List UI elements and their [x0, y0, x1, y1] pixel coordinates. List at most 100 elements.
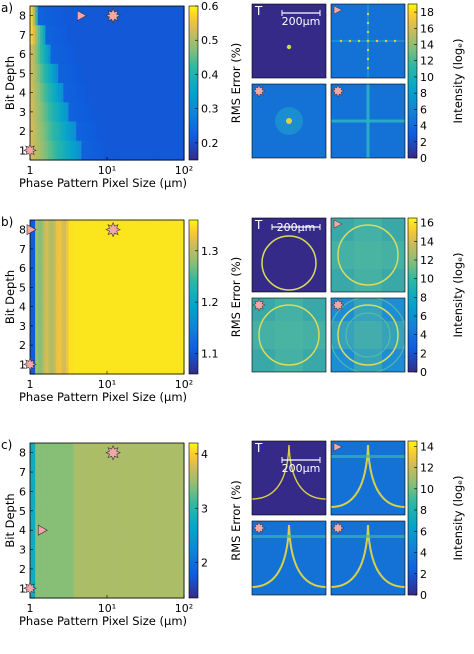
thumbnail-frame	[330, 297, 406, 373]
curve	[331, 524, 405, 588]
heatmap-cell	[71, 277, 75, 298]
heatmap-cell	[65, 559, 70, 580]
heatmap-cell	[145, 6, 149, 26]
y-tick-label: 2	[19, 563, 26, 576]
heatmap-cell	[171, 83, 175, 103]
heatmap-cell	[32, 102, 36, 123]
heatmap-cell	[99, 481, 103, 502]
heatmap-cell	[96, 102, 100, 123]
heatmap-cell	[176, 501, 180, 522]
heatmap-cell	[160, 354, 165, 375]
heatmap-cell	[145, 501, 149, 522]
heatmap-cell	[109, 44, 113, 65]
heatmap-cell	[173, 220, 177, 240]
heatmap-cell	[94, 520, 98, 541]
heatmap-cell	[50, 277, 54, 298]
heatmap-cell	[178, 481, 183, 502]
heatmap-cell	[176, 354, 180, 375]
thumbnail-image	[252, 84, 326, 158]
heatmap-cell	[30, 481, 34, 502]
heatmap-cell	[142, 520, 147, 541]
heatmap-cell	[109, 462, 113, 483]
heatmap-cell	[135, 140, 139, 161]
heatmap-cell	[42, 559, 46, 580]
colorbar-tick-label: 1.2	[201, 296, 219, 309]
heatmap-cell	[122, 316, 126, 337]
heatmap-cell	[47, 520, 52, 541]
heatmap-cell	[71, 316, 75, 337]
heatmap-cell	[132, 501, 136, 522]
heatmap-cell	[91, 25, 95, 46]
heatmap-cell	[135, 102, 139, 123]
heatmap-cell	[65, 63, 70, 84]
heatmap-cell	[30, 539, 34, 560]
heatmap-cell	[89, 443, 93, 463]
x-axis-label: Phase Pattern Pixel Size (μm)	[19, 614, 187, 628]
heatmap-cell	[45, 220, 49, 240]
heatmap-cell	[163, 578, 167, 599]
heatmap-cell	[150, 316, 154, 337]
heatmap-cell	[45, 501, 49, 522]
heatmap-cell	[160, 25, 165, 46]
heatmap-cell	[63, 520, 67, 541]
heatmap-cell	[99, 220, 103, 240]
heatmap-cell	[150, 501, 154, 522]
thumbnail-2	[330, 440, 406, 516]
heatmap-cell	[55, 102, 59, 123]
heatmap-cell	[99, 25, 103, 46]
thumbnail-frame	[251, 520, 327, 596]
y-tick-label: 2	[19, 339, 26, 352]
heatmap-cell	[148, 121, 152, 142]
heatmap-cell	[50, 258, 54, 279]
heatmap-cell	[132, 83, 136, 103]
heatmap-cell	[101, 25, 106, 46]
grid-dot	[366, 39, 370, 43]
heatmap-cell	[73, 258, 77, 279]
triangle-marker	[333, 219, 343, 229]
heatmap-cell	[68, 277, 72, 298]
heatmap-cell	[119, 44, 123, 65]
heatmap-cell	[148, 83, 152, 103]
thumbnail-frame	[251, 440, 327, 516]
heatmap-cell	[124, 443, 129, 463]
heatmap-cell	[73, 25, 77, 46]
heatmap-cell	[50, 520, 54, 541]
heatmap-cell	[168, 578, 172, 599]
heatmap-cell	[160, 83, 165, 103]
heatmap-cell	[45, 277, 49, 298]
heatmap-cell	[173, 140, 177, 161]
heatmap-cell	[101, 316, 106, 337]
heatmap-cell	[112, 578, 116, 599]
intensity-colorbar-label: Intensity (logₑ)	[451, 38, 465, 123]
ring	[345, 312, 391, 358]
heatmap-cell	[132, 297, 136, 317]
heatmap-cell	[181, 297, 185, 317]
heatmap-cell	[35, 44, 39, 65]
heatmap-cell	[122, 140, 126, 161]
heatmap-cell	[155, 559, 159, 580]
heatmap-cell	[78, 63, 82, 84]
heatmap-cell	[173, 121, 177, 142]
heatmap-cell	[135, 6, 139, 26]
heatmap-cell	[73, 44, 77, 65]
heatmap-cell	[89, 6, 93, 26]
heatmap-cell	[42, 258, 46, 279]
heatmap-cell	[135, 277, 139, 298]
heatmap-cell	[81, 481, 85, 502]
star-marker	[23, 581, 37, 596]
heatmap-cell	[47, 25, 52, 46]
thumbnail-image	[331, 441, 405, 515]
heatmap-cell	[65, 258, 70, 279]
heatmap-cell	[68, 335, 72, 356]
heatmap-cell	[58, 462, 62, 483]
heatmap-cell	[150, 462, 154, 483]
heatmap-cell	[65, 121, 70, 142]
heatmap-cell	[47, 335, 52, 356]
heatmap-cell	[94, 501, 98, 522]
grid-dot	[393, 39, 397, 43]
heatmap-cell	[32, 297, 36, 317]
heatmap-cell	[124, 539, 129, 560]
heatmap-cell	[35, 462, 39, 483]
heatmap-cell	[89, 44, 93, 65]
